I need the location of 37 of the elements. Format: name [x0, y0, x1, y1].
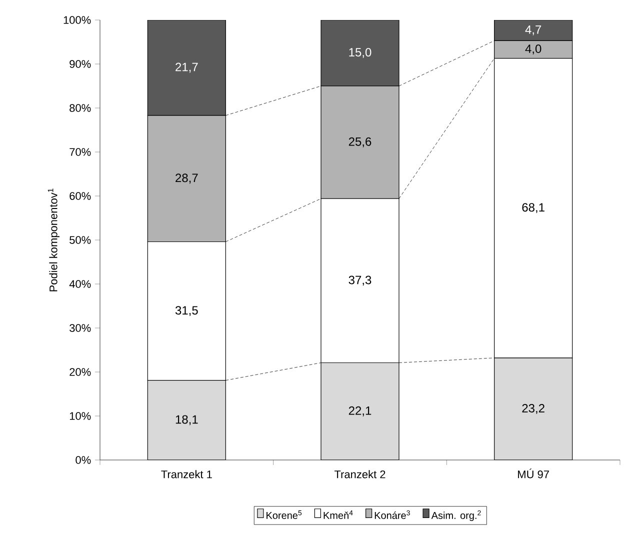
data-label: 18,1: [176, 415, 198, 426]
bar: [148, 380, 226, 460]
y-tick-label: 80%: [70, 104, 91, 112]
legend-label: Korene$^{5}$: [266, 510, 302, 519]
x-tick-label: MÚ 97: [518, 468, 549, 478]
y-axis-title: Podiel komponentov$^{1}$: [48, 188, 60, 292]
data-label: 37,3: [348, 276, 372, 286]
data-label: 15,0: [349, 48, 372, 58]
legend-label: Asim. org.$^{2}$: [431, 510, 481, 521]
bar: [147, 20, 226, 116]
data-label: 4,0: [525, 44, 542, 54]
bar: [321, 362, 399, 460]
legend-label: Konáre$^{3}$: [374, 510, 410, 519]
data-label: 4,7: [525, 25, 542, 36]
y-tick-label: 60%: [70, 192, 91, 200]
data-label: 28,7: [176, 174, 198, 184]
data-label: 68,1: [522, 203, 544, 214]
legend-label: Kmeň$^{4}$: [324, 510, 353, 519]
y-tick-label: 90%: [70, 60, 91, 68]
y-tick-label: 40%: [69, 280, 91, 288]
y-tick-label: 0%: [76, 456, 91, 464]
y-tick-label: 50%: [70, 236, 91, 244]
data-label: 21,7: [176, 62, 198, 73]
x-tick-label: Tranzekt 2: [334, 470, 386, 478]
data-label: 25,6: [348, 137, 372, 148]
data-label: 23,2: [522, 404, 544, 414]
x-tick-label: Tranzekt 1: [161, 470, 212, 478]
bar: [494, 20, 573, 41]
bar: [494, 358, 573, 460]
bar: [320, 20, 400, 86]
y-tick-label: 70%: [70, 148, 91, 156]
y-tick-label: 20%: [70, 368, 91, 376]
y-tick-label: 10%: [70, 412, 91, 420]
y-tick-label: 30%: [70, 324, 91, 332]
data-label: 31,5: [175, 306, 198, 316]
y-tick-label: 100%: [64, 16, 91, 24]
data-label: 22,1: [348, 406, 372, 416]
